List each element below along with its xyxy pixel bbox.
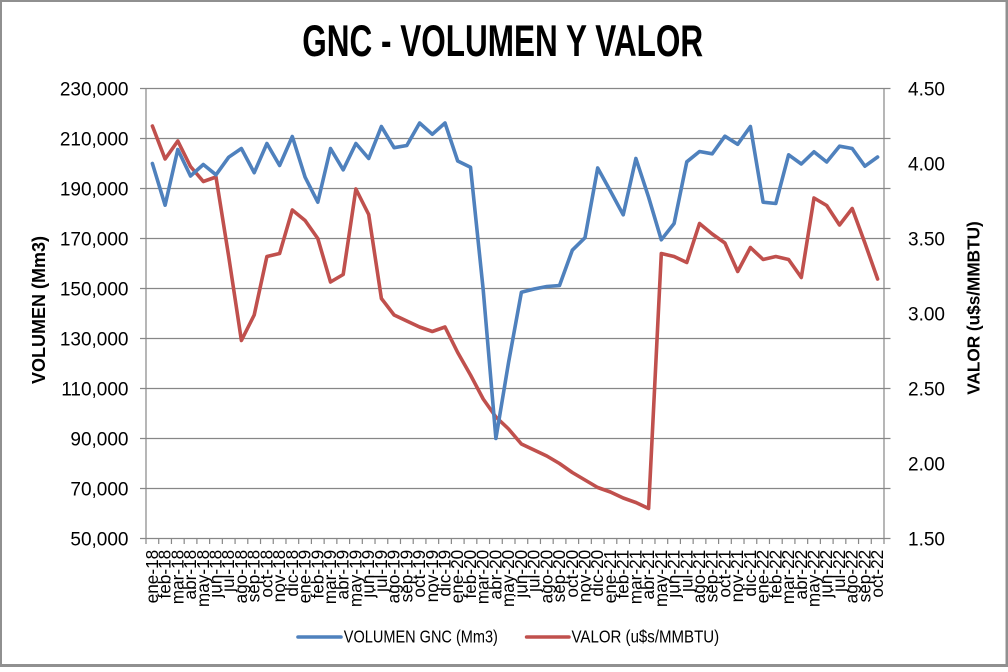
svg-text:170,000: 170,000: [60, 230, 129, 251]
svg-text:VALOR (u$s/MMBTU): VALOR (u$s/MMBTU): [964, 221, 984, 394]
svg-text:3.00: 3.00: [908, 305, 945, 326]
svg-text:4.00: 4.00: [908, 155, 945, 176]
svg-text:150,000: 150,000: [60, 280, 129, 301]
svg-text:110,000: 110,000: [61, 380, 128, 401]
svg-text:VALOR (u$s/MMBTU): VALOR (u$s/MMBTU): [572, 627, 720, 646]
svg-text:190,000: 190,000: [60, 180, 129, 201]
svg-text:230,000: 230,000: [60, 80, 129, 101]
svg-text:3.50: 3.50: [908, 230, 945, 251]
svg-text:VOLUMEN (Mm3): VOLUMEN (Mm3): [29, 236, 49, 384]
svg-text:50,000: 50,000: [70, 530, 128, 551]
svg-text:VOLUMEN GNC (Mm3): VOLUMEN GNC (Mm3): [344, 627, 498, 647]
svg-text:130,000: 130,000: [60, 330, 129, 351]
svg-text:4.50: 4.50: [908, 80, 945, 101]
svg-text:90,000: 90,000: [70, 430, 128, 451]
svg-text:210,000: 210,000: [60, 130, 129, 151]
svg-text:70,000: 70,000: [70, 480, 128, 501]
svg-text:2.00: 2.00: [908, 455, 945, 476]
svg-text:2.50: 2.50: [908, 380, 945, 401]
svg-text:oct-22: oct-22: [867, 550, 887, 598]
svg-text:GNC - VOLUMEN Y VALOR: GNC - VOLUMEN Y VALOR: [302, 17, 703, 67]
svg-text:1.50: 1.50: [908, 530, 945, 551]
